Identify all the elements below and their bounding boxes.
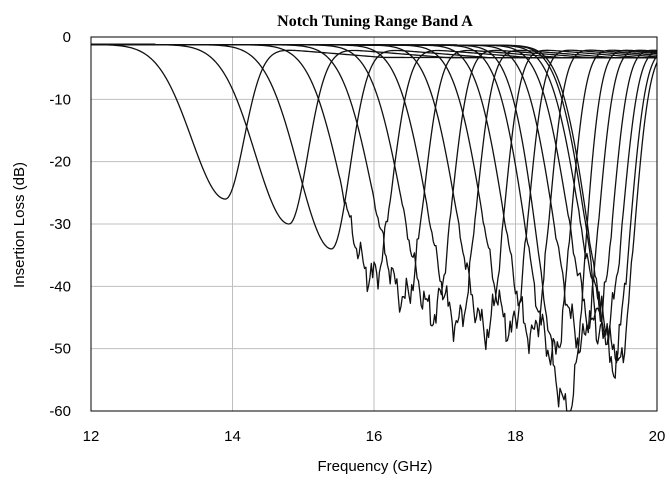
plot-frame <box>90 36 658 412</box>
y-tick-label: 0 <box>63 29 71 46</box>
x-axis-ticks: 12 14 16 18 20 <box>83 428 666 445</box>
x-tick-label: 20 <box>649 428 666 445</box>
y-tick-label: -30 <box>49 216 71 233</box>
grid <box>90 36 658 412</box>
y-tick-label: -20 <box>49 154 71 171</box>
y-axis-ticks: 0 -10 -20 -30 -40 -50 -60 <box>49 29 71 420</box>
y-tick-label: -50 <box>49 341 71 358</box>
y-tick-label: -60 <box>49 403 71 420</box>
x-tick-label: 14 <box>224 428 241 445</box>
x-tick-label: 18 <box>507 428 524 445</box>
chart-title: Notch Tuning Range Band A <box>277 13 473 30</box>
x-tick-label: 16 <box>366 428 383 445</box>
series-layer <box>90 43 658 412</box>
y-axis-label: Insertion Loss (dB) <box>11 162 28 288</box>
y-tick-label: -40 <box>49 278 71 295</box>
x-axis-label: Frequency (GHz) <box>317 458 432 475</box>
series-line <box>91 43 658 379</box>
y-tick-label: -10 <box>49 91 71 108</box>
x-tick-label: 12 <box>83 428 100 445</box>
